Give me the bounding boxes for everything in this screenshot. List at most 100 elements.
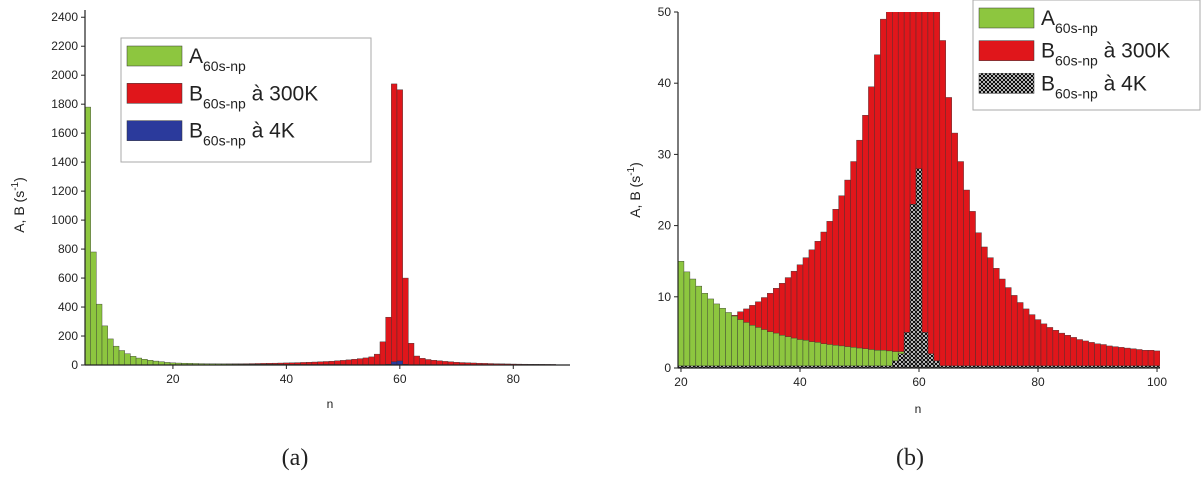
bar	[921, 332, 929, 368]
bar	[413, 355, 420, 365]
bar	[701, 293, 708, 368]
bar	[963, 189, 970, 368]
bar	[862, 115, 869, 368]
bar	[1034, 319, 1042, 368]
y-axis-label: A, B (s-1)	[10, 177, 27, 233]
bar	[1100, 344, 1107, 368]
y-axis-label-end: )	[11, 177, 27, 182]
bar	[862, 348, 869, 368]
y-tick-label: 0	[71, 358, 78, 372]
y-tick-label: 400	[58, 300, 78, 314]
bar	[1052, 330, 1060, 368]
plot-area	[678, 12, 1160, 368]
bar	[1094, 343, 1101, 368]
caption: (b)	[896, 445, 924, 471]
bar	[814, 342, 822, 368]
bar	[147, 360, 154, 365]
bar	[141, 359, 148, 365]
chart: 0 200 400 600 800 1000 1200 1400 1600 1800 2000 220…	[10, 10, 570, 471]
bar	[951, 132, 958, 368]
bar	[933, 12, 941, 368]
bar	[1147, 350, 1155, 368]
bar	[391, 83, 398, 365]
bar	[1040, 323, 1048, 368]
bar	[880, 18, 887, 368]
bar	[1011, 295, 1018, 368]
y-tick-label: 40	[658, 76, 672, 90]
bar	[1153, 350, 1160, 368]
legend-subscript: 60s-np	[1055, 85, 1098, 101]
bar	[743, 322, 750, 368]
bar	[713, 303, 720, 368]
y-tick-label: 2400	[51, 10, 78, 24]
bar	[379, 341, 386, 365]
legend-subscript: 60s-np	[1055, 20, 1098, 36]
y-tick-label: 800	[58, 242, 78, 256]
y-tick-label: 1800	[51, 97, 78, 111]
bar	[1106, 345, 1113, 368]
legend-swatch	[978, 40, 1035, 61]
bar	[396, 89, 403, 365]
x-tick-label: 40	[280, 372, 294, 386]
bar	[915, 168, 923, 368]
bar	[96, 303, 103, 365]
bar	[1058, 332, 1065, 368]
legend-suffix: à 4K	[1098, 72, 1147, 95]
legend-subscript: 60s-np	[1055, 53, 1098, 69]
y-tick-label: 600	[58, 271, 78, 285]
bar	[790, 337, 798, 368]
y-tick-label: 10	[658, 290, 672, 304]
bar	[124, 353, 131, 365]
legend-suffix: à 300K	[1098, 40, 1170, 63]
bar	[927, 353, 935, 368]
x-axis-label: n	[327, 397, 334, 411]
x-tick-label: 20	[674, 375, 688, 389]
bar	[957, 161, 964, 368]
legend-suffix: à 4K	[246, 120, 295, 143]
y-axis-label-sup: -1	[10, 181, 21, 190]
bar	[90, 251, 97, 365]
bar	[981, 246, 988, 368]
y-tick-label: 1200	[51, 184, 78, 198]
bar	[430, 360, 437, 365]
bar	[838, 195, 845, 368]
bar	[436, 360, 443, 365]
legend-label: B60s-np à 300K	[1041, 40, 1170, 69]
bar	[1022, 308, 1030, 368]
legend-swatch	[978, 7, 1035, 29]
bar	[802, 340, 810, 368]
bar	[999, 278, 1006, 368]
legend-subscript: 60s-np	[203, 58, 246, 74]
y-tick-label: 30	[658, 147, 672, 161]
bar	[334, 360, 341, 365]
bar	[135, 357, 142, 365]
bar	[683, 271, 691, 368]
legend-label: B60s-np à 300K	[189, 82, 318, 111]
bar	[425, 359, 432, 365]
bar	[1118, 347, 1125, 368]
y-tick-label: 2000	[51, 68, 78, 82]
bar	[351, 359, 358, 365]
bar	[886, 350, 893, 368]
legend-label: A60s-np	[1041, 7, 1098, 36]
bar	[832, 209, 839, 368]
bar	[820, 343, 827, 368]
bar	[993, 268, 1000, 368]
bar	[1124, 347, 1131, 368]
bar	[897, 12, 905, 368]
bar	[1130, 348, 1137, 368]
bar	[826, 344, 833, 368]
legend-name: B	[189, 82, 203, 105]
bar	[909, 12, 917, 368]
legend-swatch	[126, 83, 183, 104]
bar	[892, 12, 899, 368]
bar	[808, 341, 816, 368]
y-tick-label: 1400	[51, 155, 78, 169]
bar	[892, 360, 899, 368]
legend-label: B60s-np à 4K	[1041, 72, 1147, 101]
bar	[927, 12, 935, 368]
bar	[101, 325, 108, 365]
bar	[945, 97, 952, 368]
